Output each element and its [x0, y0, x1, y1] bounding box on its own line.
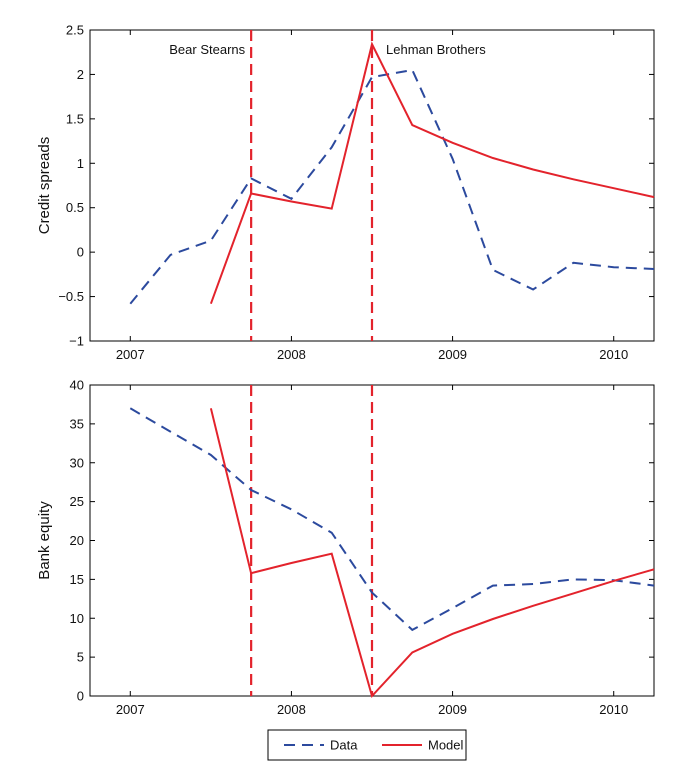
x-tick-label: 2010 — [599, 347, 628, 362]
legend-box — [267, 729, 467, 761]
series-line-data — [129, 68, 655, 305]
event-annotation: Bear Stearns — [169, 42, 245, 57]
y-tick-label: 10 — [70, 611, 84, 626]
bank-equity-panel: 0 5 10 15 20 25 30 35 40 2007 2008 2009 2010 Bank equ… — [36, 378, 655, 717]
y-tick-label: 1 — [77, 156, 84, 171]
legend-label: Data — [330, 738, 358, 753]
x-tick-label: 2008 — [277, 347, 306, 362]
series-line-data — [129, 407, 655, 632]
y-tick-label: 40 — [70, 378, 84, 393]
x-tick-label: 2010 — [599, 702, 628, 717]
event-annotation: Lehman Brothers — [386, 42, 486, 57]
x-tick-label: 2007 — [116, 347, 145, 362]
y-tick-label: −1 — [69, 334, 84, 349]
x-tick-label: 2008 — [277, 702, 306, 717]
y-tick-label: 0 — [77, 245, 84, 260]
y-tick-label: 30 — [70, 455, 84, 470]
y-tick-label: 2.5 — [66, 23, 84, 38]
y-tick-label: −0.5 — [58, 289, 84, 304]
y-axis-label: Credit spreads — [36, 137, 53, 235]
y-tick-label: 20 — [70, 533, 84, 548]
x-tick-label: 2009 — [438, 702, 467, 717]
y-tick-label: 25 — [70, 494, 84, 509]
y-tick-label: 15 — [70, 572, 84, 587]
y-tick-label: 0.5 — [66, 200, 84, 215]
legend: Data Model — [267, 729, 467, 761]
y-tick-label: 35 — [70, 416, 84, 431]
series-line-model — [209, 408, 655, 698]
x-tick-label: 2007 — [116, 702, 145, 717]
series-line-model — [209, 41, 655, 305]
credit-spreads-panel: −1 −0.5 0 0.5 1 1.5 2 2.5 2007 2008 2009 2010 Credit… — [36, 23, 655, 362]
y-tick-label: 5 — [77, 650, 84, 665]
y-tick-label: 1.5 — [66, 111, 84, 126]
legend-label: Model — [428, 738, 464, 753]
x-tick-label: 2009 — [438, 347, 467, 362]
y-axis-label: Bank equity — [36, 501, 53, 580]
y-tick-label: 2 — [77, 67, 84, 82]
y-tick-label: 0 — [77, 689, 84, 704]
